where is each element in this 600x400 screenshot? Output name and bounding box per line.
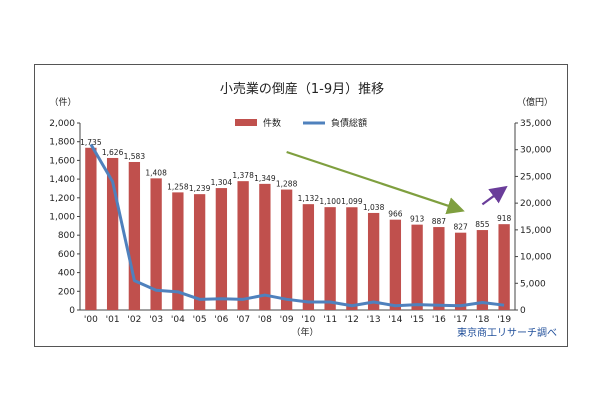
bar: [150, 178, 162, 310]
x-tick-label: '10: [301, 315, 315, 325]
line-layer: [89, 143, 505, 308]
right-axis-unit: （億円）: [517, 96, 553, 108]
bar: [454, 232, 467, 310]
annotations-layer: [286, 150, 508, 215]
legend: 件数 負債総額: [235, 117, 367, 129]
x-tick-label: '12: [345, 315, 359, 325]
chart-frame: 小売業の倒産（1-9月）推移 （件） （億円） （年） 東京商工リサーチ調べ 件…: [34, 64, 568, 347]
bar: [106, 157, 119, 310]
bar: [215, 188, 228, 310]
bars-layer: [85, 147, 510, 310]
right-tick-label: 35,000: [520, 119, 552, 129]
left-tick-label: 1,400: [49, 175, 75, 185]
right-tick-label: 30,000: [520, 146, 552, 156]
bar: [172, 192, 184, 310]
bar-value-label: 1,378: [232, 171, 254, 180]
left-tick-label: 1,200: [49, 194, 75, 204]
x-tick-label: '01: [106, 315, 120, 325]
x-tick-label: '16: [432, 315, 446, 325]
x-axis-unit: （年）: [291, 326, 318, 338]
x-tick-label: '13: [367, 315, 381, 325]
left-tick-label: 1,000: [49, 213, 75, 223]
bar-value-label: 1,038: [363, 203, 385, 212]
bar-value-label: 966: [388, 210, 403, 219]
left-tick-label: 800: [58, 231, 75, 241]
x-tick-label: '09: [280, 315, 294, 325]
bar-value-label: 1,626: [102, 148, 124, 157]
bar: [259, 183, 271, 310]
bar-value-label: 1,239: [189, 184, 211, 193]
source-note: 東京商工リサーチ調べ: [457, 326, 557, 339]
left-tick-label: 400: [58, 269, 75, 279]
right-tick-label: 0: [520, 306, 526, 316]
bar: [389, 219, 402, 310]
x-tick-label: '05: [193, 315, 207, 325]
bar-value-label: 887: [432, 217, 447, 226]
debt-line: [89, 143, 505, 308]
left-tick-label: 600: [58, 250, 75, 260]
bar: [128, 161, 141, 310]
chart-title: 小売業の倒産（1-9月）推移: [220, 81, 384, 97]
bar: [476, 230, 489, 310]
bar-value-label: 1,735: [80, 138, 102, 147]
x-tick-label: '19: [497, 315, 511, 325]
left-tick-label: 200: [58, 287, 75, 297]
right-tick-label: 25,000: [520, 172, 552, 182]
bar: [302, 204, 315, 310]
x-tick-label: '18: [475, 315, 489, 325]
bar-value-label: 1,304: [211, 178, 233, 187]
bar: [85, 147, 97, 310]
bar: [346, 207, 358, 310]
x-tick-label: '03: [149, 315, 163, 325]
legend-label-bar: 件数: [263, 117, 281, 129]
bar-value-label: 913: [410, 215, 425, 224]
bar-value-label: 1,099: [341, 197, 363, 206]
chart-svg: 小売業の倒産（1-9月）推移 （件） （億円） （年） 東京商工リサーチ調べ 件…: [49, 81, 557, 339]
bar: [280, 189, 293, 310]
bar: [433, 227, 445, 310]
bar-value-label: 1,583: [124, 152, 146, 161]
left-tick-label: 1,800: [49, 138, 75, 148]
x-tick-label: '00: [84, 315, 98, 325]
x-tick-label: '04: [171, 315, 185, 325]
x-tick-label: '02: [127, 315, 141, 325]
bar-value-label: 1,100: [319, 197, 341, 206]
right-tick-label: 10,000: [520, 253, 552, 263]
x-tick-label: '14: [388, 315, 402, 325]
x-tick-label: '15: [410, 315, 424, 325]
legend-label-line: 負債総額: [331, 117, 367, 129]
bar: [498, 224, 510, 310]
x-tick-label: '17: [454, 315, 468, 325]
left-tick-label: 1,600: [49, 156, 75, 166]
bar: [324, 207, 336, 310]
legend-swatch-bar: [235, 119, 257, 126]
bar-value-label: 1,349: [254, 174, 276, 183]
left-axis-unit: （件）: [49, 96, 76, 108]
axes-layer: 0 200 400 600 800 1,000 1,200 1,400 1,600 1,800 2,…: [49, 119, 552, 325]
trend-arrow-up: [481, 185, 508, 206]
x-tick-label: '06: [214, 315, 228, 325]
bar-value-label: 827: [453, 223, 468, 232]
right-tick-label: 20,000: [520, 199, 552, 209]
trend-arrow-down: [286, 150, 465, 215]
bar: [411, 224, 423, 310]
left-tick-label: 2,000: [49, 119, 75, 129]
x-tick-label: '11: [323, 315, 337, 325]
bar-value-label: 1,288: [276, 180, 298, 189]
bar-value-label: 1,132: [298, 194, 320, 203]
bar-value-label: 918: [497, 214, 512, 223]
bar: [193, 194, 206, 310]
bar-value-label: 1,408: [145, 168, 167, 177]
x-tick-label: '07: [236, 315, 250, 325]
x-tick-label: '08: [258, 315, 272, 325]
right-tick-label: 5,000: [520, 279, 546, 289]
left-tick-label: 0: [69, 306, 75, 316]
bar: [367, 212, 380, 310]
bar-value-label: 855: [475, 220, 490, 229]
bar-value-label: 1,258: [167, 182, 189, 191]
right-tick-label: 15,000: [520, 226, 552, 236]
bar: [237, 181, 249, 310]
